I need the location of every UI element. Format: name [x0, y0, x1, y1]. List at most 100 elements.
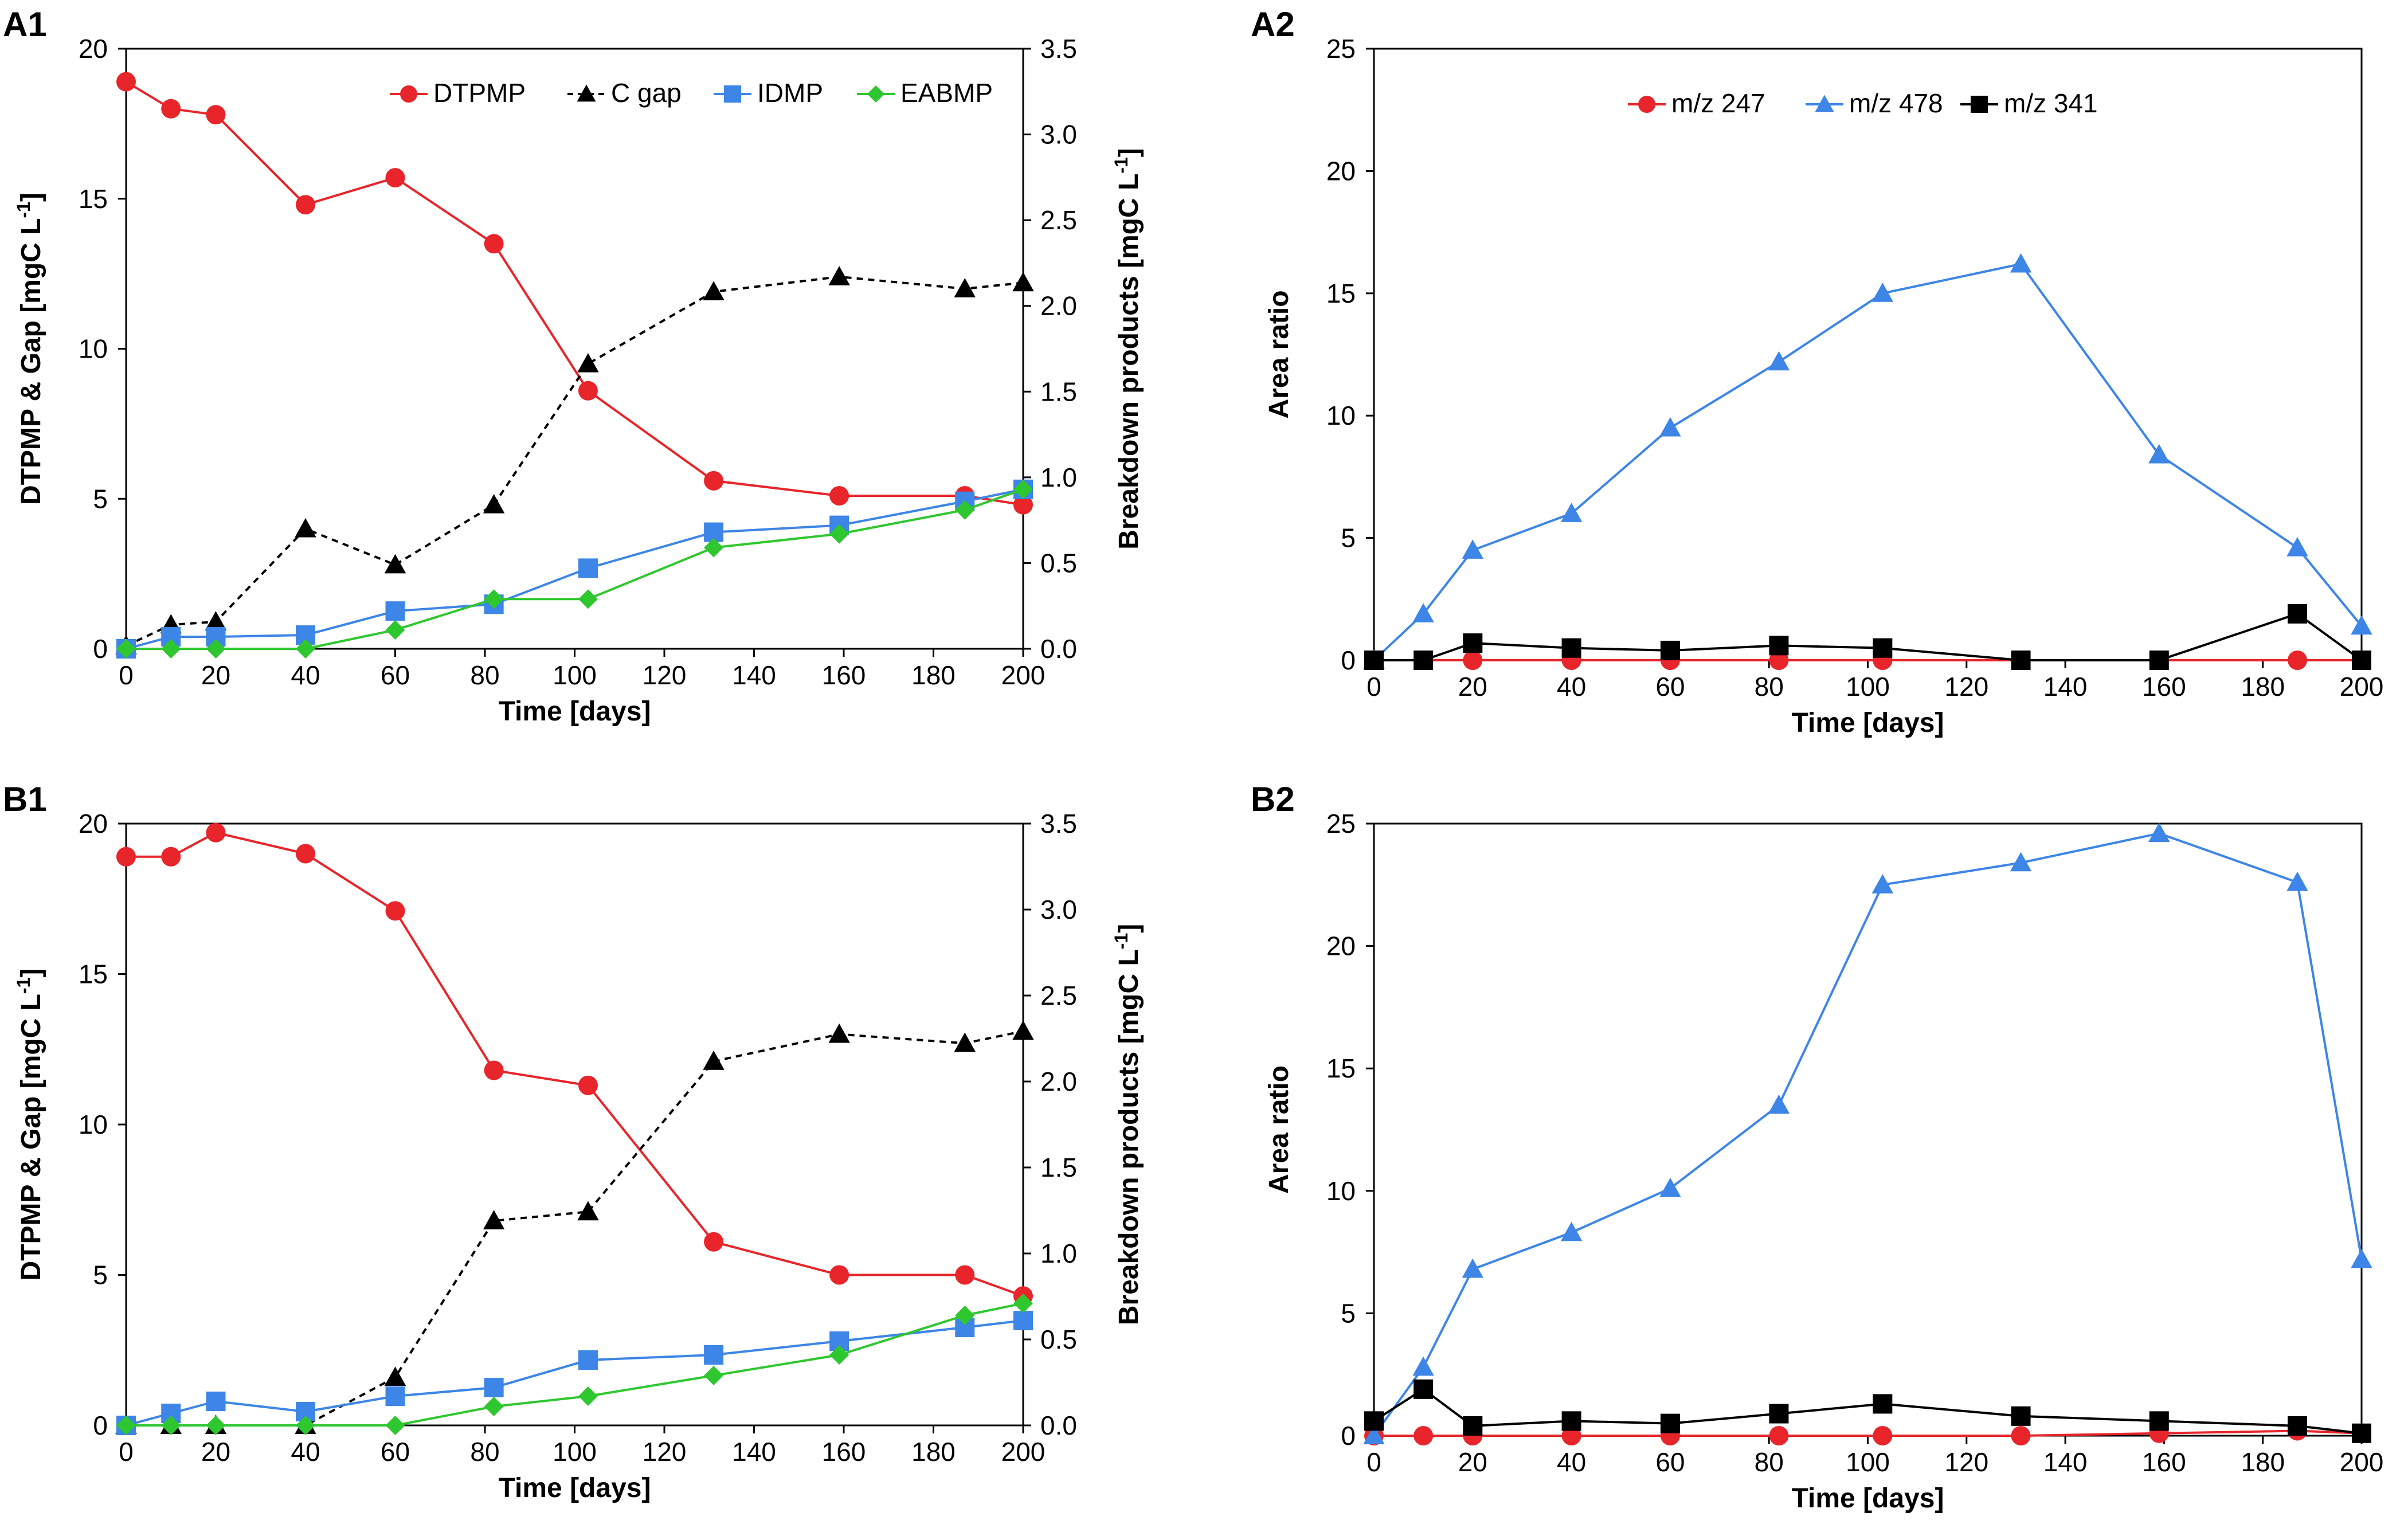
data-point: [1659, 417, 1681, 437]
x-tick-label: 60: [381, 660, 410, 690]
data-point: [296, 1416, 315, 1435]
data-point: [385, 168, 405, 188]
legend-marker: [1638, 96, 1655, 113]
x-tick-label: 40: [291, 660, 320, 690]
data-point: [1412, 1356, 1434, 1376]
x-tick-label: 120: [643, 660, 687, 690]
y-tick-label: 0: [93, 1410, 108, 1440]
data-point: [1013, 495, 1033, 515]
y-tick-label: 20: [1326, 931, 1356, 961]
data-point: [2352, 651, 2371, 670]
x-tick-label: 160: [2142, 1447, 2186, 1477]
x-tick-label: 200: [1001, 1437, 1046, 1467]
data-point: [2286, 536, 2308, 557]
x-tick-label: 180: [2241, 672, 2285, 702]
y-tick-label: 5: [1341, 523, 1356, 553]
series-line: [126, 831, 1024, 1298]
data-point: [161, 847, 181, 867]
x-tick-label: 20: [201, 660, 230, 690]
data-point: [829, 1265, 849, 1285]
x-tick-label: 60: [1655, 1447, 1685, 1477]
data-point: [484, 1397, 504, 1416]
data-point: [295, 518, 316, 538]
y-tick-label: 15: [1326, 1053, 1356, 1083]
data-point: [1013, 479, 1033, 499]
data-point: [483, 1210, 505, 1229]
legend-label: IDMP: [757, 78, 823, 108]
y2-tick-label: 2.0: [1040, 1067, 1077, 1096]
y-tick-label: 15: [79, 959, 108, 989]
data-point: [577, 352, 599, 373]
data-point: [296, 639, 315, 659]
series-line: [125, 80, 1024, 506]
y-tick-label: 0: [1341, 1421, 1356, 1451]
y2-tick-label: 1.0: [1040, 1239, 1077, 1268]
y2-tick-label: 1.5: [1040, 377, 1077, 406]
panel-a1: A1 0 20 40 60 80 100 120 140 160 180 200 0 5 10 15 20 0.0…: [3, 5, 1144, 727]
series-dtpmp: [116, 72, 1033, 515]
legend-marker: [1971, 96, 1988, 113]
y2-tick-label: 3.0: [1040, 895, 1077, 924]
series-m-z-341: [1364, 1379, 2371, 1443]
data-point: [954, 278, 976, 297]
data-point: [1412, 603, 1434, 622]
x-tick-label: 0: [1367, 1447, 1381, 1477]
y2-tick-label: 1.5: [1040, 1153, 1077, 1182]
data-point: [1013, 1311, 1033, 1330]
data-point: [829, 524, 849, 544]
data-point: [1768, 1094, 1790, 1114]
data-point: [385, 1416, 405, 1435]
data-point: [2288, 604, 2308, 624]
data-point: [385, 620, 405, 640]
data-point: [1660, 1413, 1680, 1433]
y2-tick-label: 2.0: [1040, 291, 1077, 321]
data-point: [1463, 633, 1483, 653]
data-point: [2010, 852, 2032, 872]
y2-tick-label: 2.5: [1040, 205, 1077, 235]
data-point: [1660, 640, 1680, 660]
data-point: [1769, 1426, 1789, 1445]
x-tick-label: 60: [1655, 672, 1685, 702]
series-c-gap: [115, 266, 1034, 655]
x-tick-label: 120: [1944, 1447, 1988, 1477]
data-point: [206, 1416, 226, 1435]
data-point: [1560, 503, 1583, 522]
data-point: [578, 381, 598, 401]
data-point: [385, 1386, 405, 1406]
data-point: [2011, 651, 2031, 670]
x-tick-label: 20: [1458, 1447, 1487, 1477]
data-point: [2149, 1411, 2169, 1431]
series-line: [126, 488, 1024, 650]
data-point: [206, 105, 226, 125]
data-point: [384, 1366, 406, 1386]
x-tick-label: 20: [1458, 672, 1487, 702]
data-point: [2351, 1248, 2372, 1268]
data-point: [1414, 651, 1434, 670]
x-tick-label: 100: [553, 1437, 597, 1467]
y-tick-label: 20: [79, 809, 108, 839]
data-point: [2351, 615, 2372, 635]
series-idmp: [116, 1311, 1033, 1435]
series-m-z-341: [1364, 604, 2371, 670]
data-point: [1871, 874, 1894, 894]
data-point: [1012, 272, 1034, 292]
data-point: [1363, 1425, 1385, 1444]
data-point: [1873, 1426, 1893, 1445]
y2-tick-label: 0.0: [1040, 1410, 1077, 1440]
legend-marker: [724, 85, 741, 103]
data-point: [2010, 253, 2032, 273]
data-point: [955, 1306, 975, 1325]
y2-tick-label: 3.5: [1040, 34, 1077, 64]
legend-label: m/z 247: [1671, 88, 1765, 118]
data-point: [296, 195, 315, 215]
data-point: [1561, 1411, 1581, 1431]
data-point: [1462, 539, 1483, 559]
x-tick-label: 160: [822, 1437, 866, 1467]
y-tick-label: 20: [79, 34, 108, 64]
data-point: [829, 486, 849, 506]
y2-tick-label: 1.0: [1040, 463, 1077, 492]
data-point: [116, 1416, 136, 1435]
plot-frame: [1373, 48, 2363, 661]
y-tick-label: 10: [79, 334, 108, 364]
series-m-z-478: [1363, 253, 2372, 669]
